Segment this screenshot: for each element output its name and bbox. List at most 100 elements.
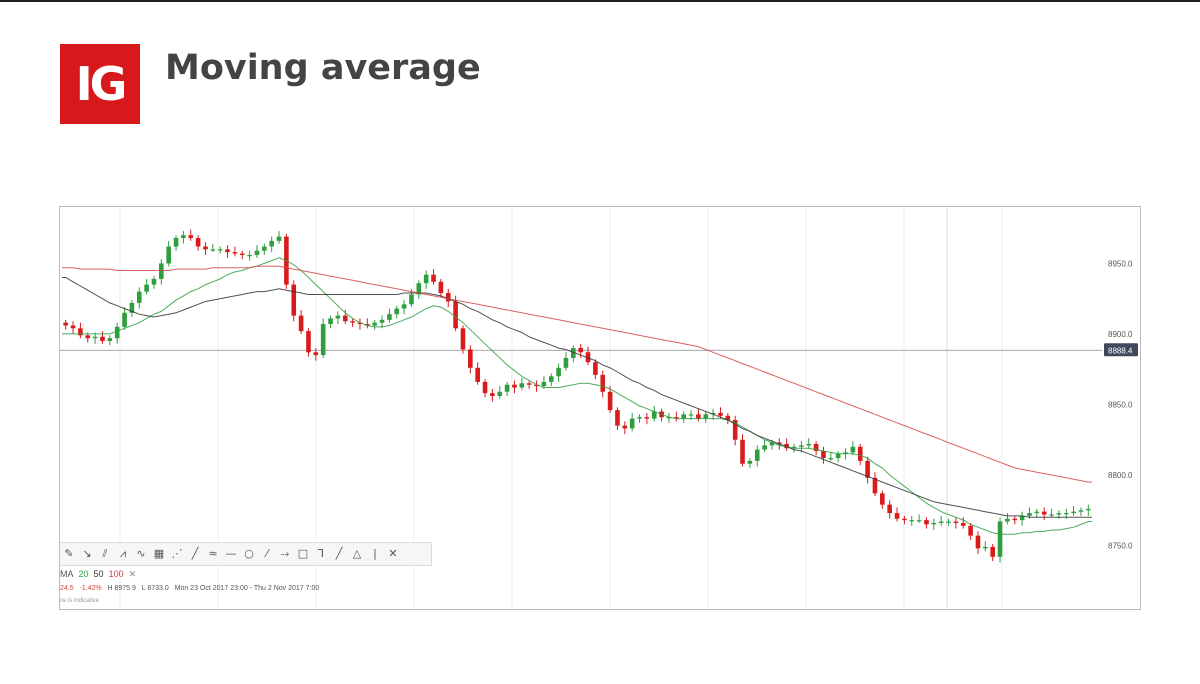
candle-body	[313, 352, 319, 356]
candle-body	[504, 384, 510, 392]
close-icon[interactable]: ✕	[388, 547, 398, 560]
candle-body	[291, 284, 297, 316]
rectangle-icon[interactable]: □	[297, 547, 309, 560]
candle-body	[872, 477, 878, 494]
candle-body	[725, 415, 731, 420]
candle-body	[306, 331, 311, 353]
candle-body	[1063, 513, 1069, 515]
candle-body	[548, 376, 554, 382]
candle-body	[519, 383, 525, 388]
candle-body	[703, 414, 709, 419]
candle-body	[556, 367, 561, 377]
price-info: 24.5 -1.42% H 8975.9 L 8733.0 Mon 23 Oct…	[60, 585, 319, 592]
pencil-icon[interactable]: ✎	[64, 547, 74, 560]
candle-body	[159, 263, 164, 279]
top-rule	[0, 0, 1200, 2]
arrow-icon[interactable]: ↘	[82, 547, 92, 560]
candle-body	[379, 319, 385, 323]
candle-body	[107, 338, 113, 341]
candle-body	[696, 414, 701, 419]
candle-body	[924, 520, 929, 525]
candle-body	[1049, 514, 1054, 516]
candle-body	[365, 324, 370, 326]
ma100-line	[62, 265, 1092, 483]
candle-body	[497, 391, 503, 397]
ma20-label[interactable]: 20	[78, 569, 89, 579]
connector-icon[interactable]: ⤑	[280, 547, 290, 560]
ig-logo: IG	[60, 44, 140, 124]
candle-body	[828, 458, 834, 460]
candle-body	[151, 278, 157, 285]
candle-body	[880, 493, 885, 505]
candle-body	[593, 362, 598, 375]
candle-body	[490, 393, 495, 397]
candle-body	[887, 504, 892, 514]
candle-body	[799, 445, 804, 447]
grid-icon[interactable]: ▦	[153, 547, 165, 560]
candle-body	[460, 328, 466, 350]
candle-body	[173, 238, 179, 247]
ma50-line	[62, 277, 1092, 518]
wave-pattern-icon[interactable]: ≈	[208, 547, 218, 560]
line-icon[interactable]: ╱	[191, 547, 199, 560]
candle-body	[754, 449, 760, 461]
candle-body	[372, 322, 377, 326]
candle-body	[651, 411, 657, 419]
ma100-label[interactable]: 100	[108, 569, 124, 579]
candle-body	[968, 525, 973, 536]
candle-body	[607, 391, 613, 411]
zigzag-icon[interactable]: ⩘	[119, 547, 127, 560]
trend-line-icon[interactable]: ╱	[335, 547, 343, 560]
candle-body	[114, 326, 120, 339]
candle-body	[350, 321, 355, 323]
candle-body	[600, 374, 606, 392]
candle-body	[813, 443, 819, 452]
logo-text: IG	[75, 57, 128, 111]
candle-body	[953, 521, 959, 523]
candle-body	[571, 348, 576, 358]
fibonacci-icon[interactable]: ⋰	[171, 547, 183, 560]
candle-body	[63, 322, 68, 326]
candle-body	[232, 252, 238, 254]
candle-body	[239, 253, 245, 255]
text-icon[interactable]: Ꞁ	[317, 547, 325, 560]
candle-body	[357, 322, 363, 325]
wave-icon[interactable]: ∿	[136, 547, 146, 560]
triangle-icon[interactable]: △	[352, 547, 362, 560]
remove-indicator-icon[interactable]: ✕	[128, 569, 137, 579]
candle-body	[637, 417, 642, 419]
chart-panel: 8950.0 8900.0 8850.0 8800.0 8750.0 8888.4 ✎ ↘…	[59, 206, 1141, 610]
parallel-lines-icon[interactable]: ⫽	[102, 547, 108, 560]
candle-body	[916, 520, 922, 522]
candle-body	[983, 546, 988, 549]
candle-body	[335, 315, 341, 319]
candle-body	[512, 384, 517, 388]
ma20-line	[62, 257, 1092, 535]
candle-body	[666, 417, 672, 419]
ma50-label[interactable]: 50	[93, 569, 104, 579]
candle-body	[1041, 511, 1047, 515]
candle-body	[791, 446, 797, 449]
candle-body	[541, 381, 547, 387]
candle-body	[129, 302, 135, 313]
candle-body	[247, 254, 252, 257]
candle-body	[136, 291, 142, 303]
candle-body	[674, 417, 679, 419]
indicator-legend: MA 20 50 100 ✕	[60, 569, 136, 580]
candle-body	[835, 453, 841, 459]
candle-body	[269, 240, 274, 247]
candle-body	[615, 410, 620, 426]
circle-icon[interactable]: ○	[244, 547, 254, 560]
candle-body	[144, 284, 149, 292]
candle-body	[320, 324, 326, 356]
candle-body	[644, 417, 650, 419]
candle-body	[946, 521, 951, 523]
brush-icon[interactable]: ⁄	[266, 547, 268, 560]
candle-body	[821, 451, 826, 459]
candle-body	[681, 414, 686, 419]
candle-body	[453, 301, 458, 329]
current-price-tag	[1104, 343, 1138, 357]
horizontal-line-icon[interactable]: —	[225, 547, 237, 560]
indicative-note: ce is indicative	[60, 598, 100, 604]
candle-body	[563, 357, 569, 368]
